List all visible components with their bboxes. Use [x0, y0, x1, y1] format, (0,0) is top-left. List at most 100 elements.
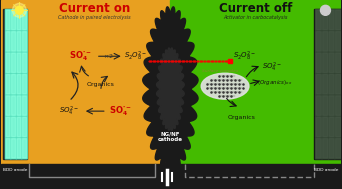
FancyBboxPatch shape [328, 52, 335, 73]
FancyBboxPatch shape [23, 96, 26, 115]
FancyBboxPatch shape [316, 74, 322, 95]
Text: Organics: Organics [228, 115, 256, 120]
FancyBboxPatch shape [17, 10, 21, 30]
FancyBboxPatch shape [22, 9, 27, 30]
FancyBboxPatch shape [22, 74, 27, 95]
Text: Surface complex: Surface complex [202, 69, 238, 73]
Text: $\times 2$: $\times 2$ [103, 52, 114, 60]
FancyBboxPatch shape [335, 9, 341, 30]
Text: BDD anode: BDD anode [314, 168, 339, 172]
FancyBboxPatch shape [12, 96, 15, 115]
FancyBboxPatch shape [316, 96, 321, 115]
Circle shape [15, 6, 23, 14]
FancyBboxPatch shape [335, 95, 341, 116]
FancyBboxPatch shape [12, 10, 15, 30]
Text: $S_2O_8^{2-}$: $S_2O_8^{2-}$ [124, 50, 147, 63]
Circle shape [320, 5, 330, 15]
FancyBboxPatch shape [11, 52, 16, 73]
FancyBboxPatch shape [316, 52, 322, 73]
FancyBboxPatch shape [12, 74, 15, 94]
FancyBboxPatch shape [22, 31, 27, 52]
FancyBboxPatch shape [316, 53, 321, 73]
FancyBboxPatch shape [323, 10, 328, 30]
FancyBboxPatch shape [329, 96, 334, 115]
FancyBboxPatch shape [23, 74, 26, 94]
Text: $(Organics)_{ox}$: $(Organics)_{ox}$ [257, 78, 292, 87]
FancyBboxPatch shape [328, 31, 335, 52]
FancyBboxPatch shape [16, 138, 22, 159]
FancyBboxPatch shape [323, 139, 328, 158]
FancyBboxPatch shape [322, 52, 328, 73]
FancyBboxPatch shape [329, 74, 334, 94]
FancyBboxPatch shape [22, 95, 27, 116]
FancyBboxPatch shape [316, 95, 322, 116]
Bar [1, 0, 170, 164]
Text: $\bf{SO_4^{\bullet-}}$: $\bf{SO_4^{\bullet-}}$ [109, 104, 132, 118]
FancyBboxPatch shape [336, 139, 341, 158]
FancyBboxPatch shape [336, 32, 341, 51]
FancyBboxPatch shape [16, 31, 22, 52]
FancyBboxPatch shape [322, 95, 328, 116]
FancyBboxPatch shape [12, 139, 15, 158]
FancyBboxPatch shape [329, 117, 334, 137]
Text: $S_2O_8^{2-}$: $S_2O_8^{2-}$ [233, 50, 256, 63]
FancyBboxPatch shape [5, 138, 11, 159]
FancyBboxPatch shape [329, 32, 334, 51]
FancyBboxPatch shape [329, 53, 334, 73]
FancyBboxPatch shape [5, 9, 11, 30]
FancyBboxPatch shape [335, 116, 341, 137]
FancyBboxPatch shape [335, 74, 341, 95]
FancyBboxPatch shape [23, 53, 26, 73]
FancyBboxPatch shape [5, 74, 11, 95]
FancyBboxPatch shape [17, 139, 21, 158]
FancyBboxPatch shape [328, 138, 335, 159]
FancyBboxPatch shape [16, 74, 22, 95]
FancyBboxPatch shape [5, 31, 11, 52]
FancyBboxPatch shape [6, 117, 10, 137]
FancyBboxPatch shape [323, 96, 328, 115]
Text: Activator in carbocatalysis: Activator in carbocatalysis [224, 15, 288, 20]
FancyBboxPatch shape [316, 31, 322, 52]
FancyBboxPatch shape [17, 96, 21, 115]
Text: Cathode in paired electrolysis: Cathode in paired electrolysis [58, 15, 131, 20]
FancyBboxPatch shape [336, 10, 341, 30]
FancyBboxPatch shape [322, 138, 328, 159]
FancyBboxPatch shape [316, 74, 321, 94]
Bar [170, 0, 341, 164]
FancyBboxPatch shape [5, 116, 11, 137]
FancyBboxPatch shape [23, 10, 26, 30]
FancyBboxPatch shape [328, 74, 335, 95]
FancyBboxPatch shape [6, 139, 10, 158]
FancyBboxPatch shape [22, 138, 27, 159]
FancyBboxPatch shape [316, 9, 322, 30]
FancyBboxPatch shape [12, 53, 15, 73]
FancyBboxPatch shape [316, 116, 322, 137]
FancyBboxPatch shape [23, 117, 26, 137]
FancyBboxPatch shape [323, 117, 328, 137]
FancyBboxPatch shape [23, 32, 26, 51]
Text: Current off: Current off [219, 2, 292, 15]
FancyBboxPatch shape [323, 53, 328, 73]
FancyBboxPatch shape [12, 32, 15, 51]
FancyBboxPatch shape [316, 117, 321, 137]
Text: $SO_4^{2-}$: $SO_4^{2-}$ [262, 60, 282, 74]
FancyBboxPatch shape [5, 52, 11, 73]
FancyBboxPatch shape [11, 74, 16, 95]
FancyBboxPatch shape [316, 10, 321, 30]
Polygon shape [143, 7, 198, 172]
FancyBboxPatch shape [11, 31, 16, 52]
FancyBboxPatch shape [17, 32, 21, 51]
FancyBboxPatch shape [328, 9, 335, 30]
FancyBboxPatch shape [316, 32, 321, 51]
FancyBboxPatch shape [336, 117, 341, 137]
FancyBboxPatch shape [322, 9, 328, 30]
FancyBboxPatch shape [16, 116, 22, 137]
FancyBboxPatch shape [12, 117, 15, 137]
FancyBboxPatch shape [11, 9, 16, 30]
FancyBboxPatch shape [323, 32, 328, 51]
FancyBboxPatch shape [16, 9, 22, 30]
FancyBboxPatch shape [6, 32, 10, 51]
FancyBboxPatch shape [322, 74, 328, 95]
Ellipse shape [201, 73, 249, 99]
Polygon shape [157, 48, 184, 130]
